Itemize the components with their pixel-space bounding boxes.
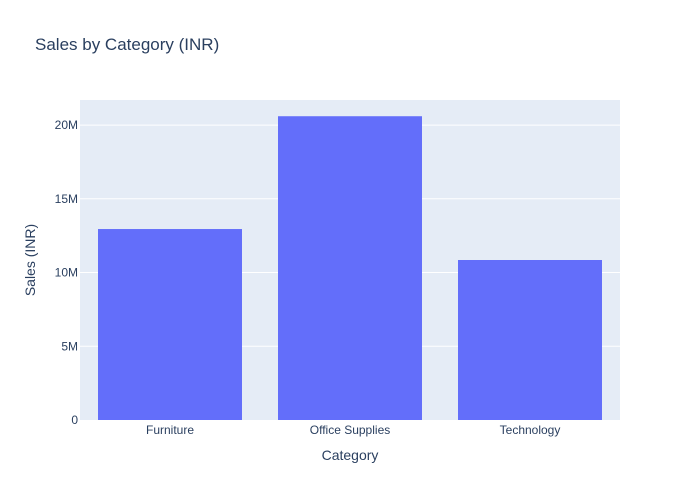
y-axis-ticks: 0 5M 10M 15M 20M [55, 118, 79, 427]
x-tick-label: Office Supplies [310, 423, 391, 437]
y-axis-title: Sales (INR) [22, 224, 38, 296]
x-tick-label: Technology [500, 423, 561, 437]
y-tick-label: 10M [55, 266, 78, 280]
y-tick-label: 0 [71, 413, 78, 427]
y-tick-label: 20M [55, 118, 78, 132]
bar-furniture[interactable] [98, 229, 242, 420]
bar-office-supplies[interactable] [278, 116, 422, 421]
x-axis-title: Category [322, 447, 379, 463]
bars [98, 116, 602, 421]
y-tick-label: 15M [55, 192, 78, 206]
x-tick-label: Furniture [146, 423, 194, 437]
chart-title: Sales by Category (INR) [35, 35, 219, 54]
x-axis-ticks: Furniture Office Supplies Technology [146, 423, 560, 437]
y-tick-label: 5M [61, 339, 78, 353]
bar-technology[interactable] [458, 260, 602, 420]
